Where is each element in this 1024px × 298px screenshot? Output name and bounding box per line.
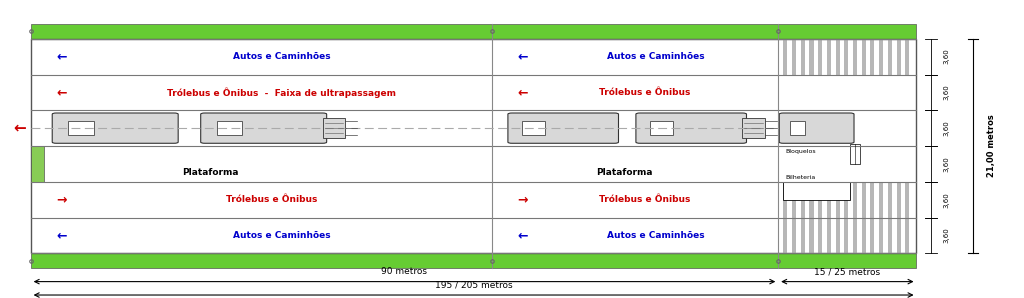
Text: ←: ←: [517, 86, 527, 99]
Bar: [879, 39, 883, 74]
Bar: [853, 39, 857, 74]
Bar: [870, 39, 874, 74]
Bar: [783, 39, 787, 74]
Text: Trólebus e Ônibus: Trólebus e Ônibus: [225, 195, 317, 204]
Bar: [217, 122, 243, 135]
Text: 3,60: 3,60: [943, 156, 949, 172]
Text: Plataforma: Plataforma: [596, 168, 653, 177]
Bar: [809, 182, 813, 253]
Bar: [862, 39, 866, 74]
Text: Autos e Caminhões: Autos e Caminhões: [606, 52, 705, 61]
Text: Plataforma: Plataforma: [181, 168, 239, 177]
Bar: [897, 39, 901, 74]
FancyBboxPatch shape: [52, 113, 178, 143]
Text: 15 / 25 metros: 15 / 25 metros: [814, 267, 881, 276]
FancyBboxPatch shape: [508, 113, 618, 143]
Bar: [818, 182, 822, 253]
FancyBboxPatch shape: [636, 113, 746, 143]
Text: Trólebus e Ônibus  -  Faixa de ultrapassagem: Trólebus e Ônibus - Faixa de ultrapassag…: [167, 87, 396, 98]
Text: Bloquelos: Bloquelos: [785, 149, 816, 154]
Text: Trólebus e Ônibus: Trólebus e Ônibus: [599, 88, 691, 97]
Text: Bilheteria: Bilheteria: [785, 175, 816, 180]
Bar: [897, 182, 901, 253]
Bar: [853, 182, 857, 253]
Text: 195 / 205 metros: 195 / 205 metros: [435, 281, 512, 290]
Bar: [31, 146, 44, 182]
Bar: [793, 39, 797, 74]
Text: ←: ←: [13, 121, 26, 136]
Bar: [809, 39, 813, 74]
Bar: [844, 39, 848, 74]
Text: Trólebus e Ônibus: Trólebus e Ônibus: [599, 195, 691, 204]
Bar: [888, 182, 892, 253]
Text: ←: ←: [517, 229, 527, 242]
Bar: [818, 39, 822, 74]
FancyBboxPatch shape: [201, 113, 327, 143]
Bar: [905, 182, 909, 253]
Text: ←: ←: [56, 86, 67, 99]
Text: 3,60: 3,60: [943, 228, 949, 243]
Bar: [879, 182, 883, 253]
Bar: [862, 182, 866, 253]
Bar: [850, 144, 860, 164]
Text: ←: ←: [517, 50, 527, 63]
Bar: [791, 122, 805, 135]
Bar: [68, 122, 94, 135]
Bar: [783, 182, 787, 253]
Bar: [836, 39, 840, 74]
Bar: [827, 182, 831, 253]
Bar: [801, 39, 805, 74]
Bar: [31, 253, 916, 268]
Bar: [783, 182, 850, 200]
Bar: [650, 122, 673, 135]
Bar: [905, 39, 909, 74]
Text: Autos e Caminhões: Autos e Caminhões: [232, 231, 331, 240]
Text: 3,60: 3,60: [943, 120, 949, 136]
FancyBboxPatch shape: [779, 113, 854, 143]
Text: 3,60: 3,60: [943, 85, 949, 100]
Bar: [844, 182, 848, 253]
Text: 90 metros: 90 metros: [382, 267, 427, 276]
Text: 3,60: 3,60: [943, 49, 949, 64]
Text: →: →: [56, 193, 67, 206]
Bar: [742, 118, 765, 138]
Bar: [801, 182, 805, 253]
Bar: [323, 118, 345, 138]
Bar: [827, 39, 831, 74]
Text: ←: ←: [56, 50, 67, 63]
Bar: [870, 182, 874, 253]
Text: ←: ←: [56, 229, 67, 242]
Text: Autos e Caminhões: Autos e Caminhões: [232, 52, 331, 61]
Bar: [793, 182, 797, 253]
Bar: [522, 122, 545, 135]
Text: 3,60: 3,60: [943, 192, 949, 207]
Bar: [31, 39, 916, 253]
Bar: [836, 182, 840, 253]
Text: →: →: [517, 193, 527, 206]
Bar: [31, 24, 916, 39]
Bar: [888, 39, 892, 74]
Text: Autos e Caminhões: Autos e Caminhões: [606, 231, 705, 240]
Text: 21,00 metros: 21,00 metros: [987, 115, 995, 177]
